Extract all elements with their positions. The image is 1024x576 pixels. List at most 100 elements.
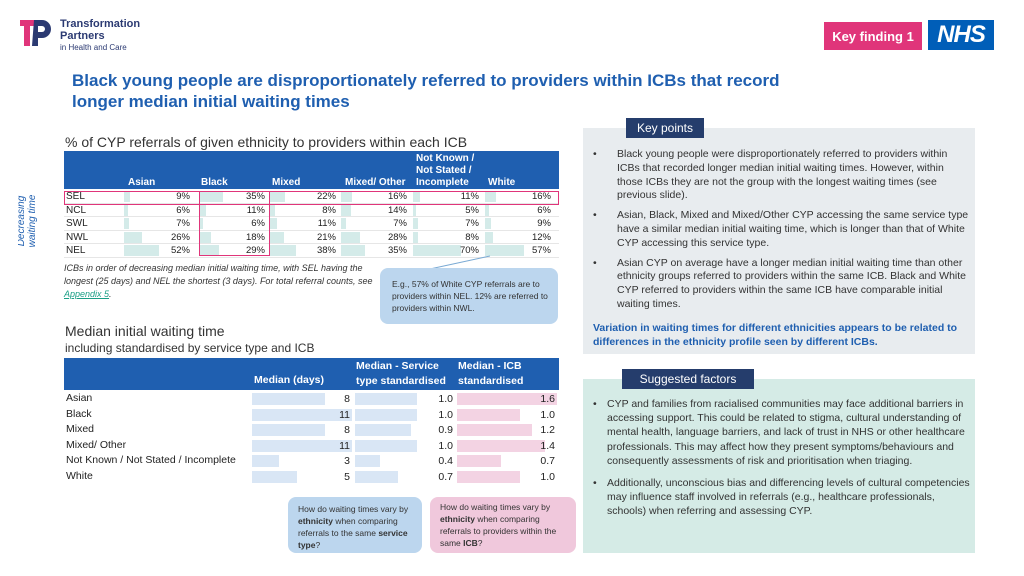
referral-value: 38% [316, 245, 336, 256]
suggested-factor-item: Additionally, unconscious bias and diffe… [593, 476, 971, 519]
referral-bar [124, 218, 129, 229]
callout-text: How do waiting times vary by [298, 504, 409, 514]
col-header-not-known-3: Incomplete [416, 177, 469, 188]
referral-cell: 28% [341, 231, 409, 243]
referral-cell: 5% [413, 204, 481, 216]
icb-standardised-value: 0.7 [540, 455, 555, 467]
median-days-bar [252, 470, 298, 483]
referral-bar [485, 231, 494, 243]
icb-standardised-cell: 1.4 [457, 439, 557, 452]
service-standardised-value: 0.7 [438, 470, 453, 483]
icb-standardised-cell: 0.7 [457, 455, 557, 467]
ethnicity-label: Not Known / Not Stated / Incomplete [66, 454, 236, 466]
note-text: ICBs in order of decreasing median initi… [64, 263, 373, 286]
icb-standardised-value: 1.0 [540, 470, 555, 483]
appendix-5-link[interactable]: Appendix 5 [64, 289, 110, 299]
service-standardised-cell: 0.7 [355, 470, 455, 483]
waiting-row: Not Known / Not Stated / Incomplete 3 0.4 0… [64, 453, 559, 469]
col-header-icb-1: Median - ICB [458, 360, 522, 372]
key-point-item: Black young people were disproportionate… [593, 148, 969, 203]
referral-value: 8% [322, 204, 336, 216]
referral-cell: 38% [270, 245, 338, 256]
waiting-row: White 5 0.7 1.0 [64, 469, 559, 485]
callout-bold: ICB [463, 538, 478, 548]
icb-standardised-bar [457, 455, 501, 467]
referral-cell: 22% [270, 191, 338, 202]
referral-bar [199, 245, 219, 256]
col-header-not-known-1: Not Known / [416, 153, 475, 164]
service-type-callout: How do waiting times vary by ethnicity w… [288, 497, 422, 553]
referral-bar [270, 245, 296, 256]
suggested-factors-list: CYP and families from racialised communi… [593, 397, 971, 527]
referral-value: 7% [393, 218, 407, 229]
referral-value: 52% [170, 245, 190, 256]
waiting-row: Mixed 8 0.9 1.2 [64, 422, 559, 438]
referral-bar [199, 204, 207, 216]
icb-label: SEL [66, 191, 85, 202]
referral-value: 16% [387, 191, 407, 202]
key-finding-badge: Key finding 1 [824, 22, 922, 50]
waiting-table-body: Asian 8 1.0 1.6 Black 11 1.0 1.0 Mixed 8 0.9 1.2 Mix… [64, 391, 559, 484]
referral-cell: 14% [341, 204, 409, 216]
service-standardised-value: 0.4 [438, 455, 453, 467]
col-header-black: Black [201, 177, 228, 188]
waiting-row: Black 11 1.0 1.0 [64, 407, 559, 423]
referral-cell: 7% [124, 218, 192, 229]
callout-bold: service type [298, 528, 408, 550]
referral-value: 57% [531, 245, 551, 256]
median-days-value: 3 [344, 455, 350, 467]
median-days-bar [252, 424, 325, 436]
referral-value: 9% [176, 191, 190, 202]
icb-standardised-value: 1.6 [540, 393, 555, 405]
service-standardised-value: 1.0 [438, 393, 453, 405]
callout-text: when comparing referrals to providers wi… [440, 514, 557, 548]
logo-line2: Partners [60, 30, 105, 42]
icb-standardised-bar [457, 408, 520, 421]
col-header-mixed-other: Mixed/ Other [345, 177, 406, 188]
referral-bar [485, 191, 496, 202]
icb-standardised-value: 1.4 [540, 439, 555, 452]
referral-bar [199, 231, 212, 243]
ethnicity-label: Mixed [66, 423, 95, 435]
svg-text:waiting time: waiting time [27, 194, 38, 247]
transformation-partners-logo-icon [20, 20, 51, 46]
referral-value: 29% [245, 245, 265, 256]
referral-cell: 11% [413, 191, 481, 202]
callout-text: ? [477, 538, 483, 548]
callout-bold: ethnicity [298, 516, 333, 526]
median-days-bar [252, 408, 352, 421]
referral-cell: 7% [413, 218, 481, 229]
median-days-cell: 5 [252, 470, 352, 483]
referral-bar [485, 204, 490, 216]
service-standardised-cell: 1.0 [355, 439, 455, 452]
referral-bar [485, 245, 524, 256]
service-standardised-value: 1.0 [438, 439, 453, 452]
icb-standardised-value: 1.0 [540, 408, 555, 421]
ethnicity-label: White [66, 469, 93, 482]
referral-cell: 21% [270, 231, 338, 243]
referrals-row-ncl: NCL 6% 11% 8% 14% 5% 6% [64, 204, 559, 217]
referral-bar [485, 218, 492, 229]
referral-bar [199, 218, 204, 229]
referral-value: 8% [465, 231, 479, 243]
referral-value: 5% [465, 204, 479, 216]
median-days-cell: 3 [252, 455, 352, 467]
icb-label: NEL [66, 245, 86, 256]
referral-bar [124, 231, 142, 243]
referral-value: 12% [531, 231, 551, 243]
service-standardised-bar [355, 439, 417, 452]
icb-standardised-cell: 1.0 [457, 470, 557, 483]
callout-text: when comparing referrals to the same [298, 516, 398, 538]
referral-value: 11% [317, 218, 336, 229]
referral-cell: 11% [270, 218, 338, 229]
referrals-table-label: % of CYP referrals of given ethnicity to… [65, 134, 468, 150]
key-point-item: Asian, Black, Mixed and Mixed/Other CYP … [593, 209, 969, 250]
median-days-value: 8 [344, 424, 350, 436]
referral-value: 9% [537, 218, 551, 229]
referrals-row-swl: SWL 7% 6% 11% 7% 7% 9% [64, 217, 559, 231]
col-header-median: Median (days) [254, 374, 325, 386]
icb-standardised-bar [457, 470, 520, 483]
referral-bar [270, 231, 285, 243]
referral-value: 14% [387, 204, 407, 216]
key-points-conclusion: Variation in waiting times for different… [593, 322, 958, 348]
